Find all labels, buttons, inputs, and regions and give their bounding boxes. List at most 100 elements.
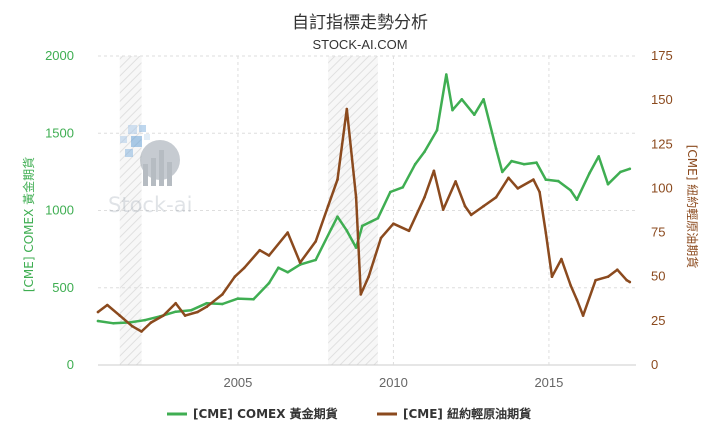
series-0-point (298, 263, 302, 266)
series-1-point (441, 208, 445, 211)
legend-label-gold[interactable]: [CME] COMEX 黃金期貨 (193, 406, 338, 421)
series-0-point (361, 224, 364, 228)
series-1-point (606, 275, 610, 279)
series-1-point (628, 280, 632, 284)
series-0-point (314, 258, 318, 262)
right-tick-label: 50 (651, 269, 665, 284)
series-0-point (423, 150, 426, 154)
right-axis-ticks: 0 25 50 75 100 125 150 175 (651, 48, 673, 372)
series-1-point (118, 314, 122, 317)
series-0-point (522, 162, 526, 166)
right-tick-label: 100 (651, 180, 673, 195)
series-0-point (606, 182, 610, 186)
series-0-point (174, 310, 177, 314)
chart-subtitle: STOCK-AI.COM (312, 37, 407, 52)
series-0-point (557, 179, 560, 183)
series-1-point (336, 178, 339, 181)
left-tick-label: 2000 (45, 48, 74, 63)
series-1-point (463, 204, 467, 208)
series-1-point (149, 321, 153, 324)
series-0-point (588, 172, 591, 175)
series-0-point (143, 318, 146, 322)
series-1-point (507, 176, 510, 180)
legend-label-crude-oil[interactable]: [CME] 紐約輕原油期貨 (403, 406, 531, 421)
series-1-point (494, 196, 498, 199)
right-tick-label: 175 (651, 48, 673, 63)
series-0-point (460, 98, 464, 101)
x-axis-ticks: 2005 2010 2015 (223, 375, 563, 390)
right-tick-label: 150 (651, 92, 673, 107)
series-0-point (190, 308, 193, 312)
series-0-point (482, 98, 485, 101)
left-tick-label: 0 (67, 357, 74, 372)
series-1-point (354, 196, 358, 199)
series-1-point (594, 278, 597, 282)
watermark-text: Stock-ai (108, 193, 192, 217)
right-tick-label: 125 (651, 136, 673, 151)
series-1-point (575, 298, 579, 302)
series-0-point (510, 159, 513, 163)
series-1-point (550, 275, 554, 279)
series-1-point (367, 275, 370, 279)
series-0-point (96, 319, 100, 323)
series-0-point (473, 113, 476, 116)
series-1-point (544, 231, 548, 234)
series-1-point (233, 275, 237, 279)
series-1-point (538, 190, 541, 194)
series-1-point (616, 268, 619, 272)
series-0-point (597, 155, 600, 158)
series-1-point (581, 314, 585, 317)
series-1-point (532, 178, 535, 181)
series-1-point (423, 196, 426, 199)
left-tick-label: 1500 (45, 125, 74, 140)
watermark-logo: Stock-ai (108, 125, 192, 217)
series-1-point (174, 301, 177, 305)
series-1-point (454, 180, 457, 183)
right-tick-label: 75 (651, 225, 665, 240)
legend: [CME] COMEX 黃金期貨 [CME] 紐約輕原油期貨 (167, 406, 531, 421)
series-0-point (354, 246, 358, 249)
series-1-point (560, 257, 563, 261)
series-0-point (267, 281, 271, 285)
series-0-point (236, 297, 240, 300)
series-line-0 (96, 73, 632, 325)
watermark-icon (120, 125, 180, 186)
left-tick-label: 500 (52, 280, 74, 295)
series-1-point (407, 229, 411, 233)
series-1-point (432, 169, 436, 173)
chart-title: 自訂指標走勢分析 (292, 13, 428, 33)
series-0-point (628, 167, 632, 171)
series-0-point (112, 322, 115, 325)
x-tick-label: 2015 (534, 375, 563, 390)
right-axis-label: [CME] 紐約輕原油期貨 (685, 145, 700, 269)
series-1-point (96, 310, 100, 314)
series-0-point (345, 229, 349, 232)
series-1-point (298, 261, 302, 264)
series-1-point (258, 248, 262, 252)
left-axis-ticks: 0 500 1000 1500 2000 (45, 48, 74, 372)
series-0-point (494, 147, 498, 150)
series-1-point (482, 204, 485, 208)
series-1-point (162, 314, 165, 317)
series-0-point (569, 189, 572, 192)
series-0-point (277, 266, 280, 270)
left-axis-label: [CME] COMEX 黃金期貨 (21, 157, 36, 292)
series-0-point (575, 198, 579, 201)
series-0-point (205, 301, 209, 305)
left-tick-label: 1000 (45, 203, 74, 218)
series-0-point (336, 215, 339, 218)
series-1-point (221, 293, 224, 296)
series-1-point (379, 236, 383, 240)
series-0-point (413, 162, 417, 166)
series-1-point (359, 293, 363, 296)
series-1-point (326, 204, 330, 208)
series-layer (96, 73, 632, 333)
series-1-point (392, 222, 395, 225)
series-0-point (435, 128, 439, 132)
series-1-point (345, 107, 349, 111)
series-1-point (267, 254, 271, 257)
right-tick-label: 0 (651, 357, 658, 372)
series-1-point (205, 305, 209, 309)
series-1-point (469, 213, 473, 217)
